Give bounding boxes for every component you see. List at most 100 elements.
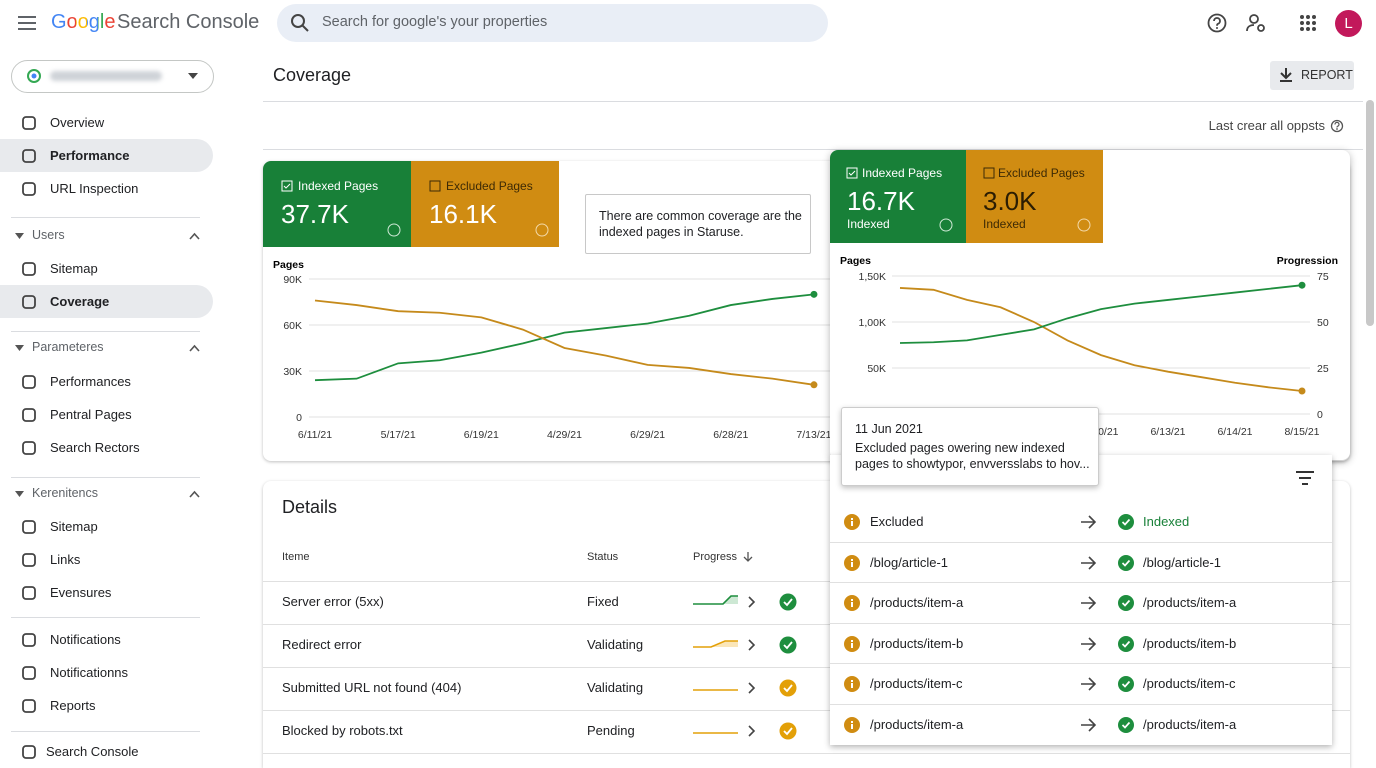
logo-product: Search Console (117, 11, 260, 33)
nav-item[interactable]: Pentral Pages (50, 407, 132, 422)
nav-icon (22, 375, 36, 389)
section-title[interactable]: Kerenitencs (32, 486, 99, 500)
info-icon (844, 514, 860, 530)
tooltip-date: 11 Jun 2021 (855, 422, 923, 436)
series-line (314, 293, 815, 382)
note-text: There are common coverage are the indexe… (599, 209, 802, 239)
nav-icon (22, 149, 36, 163)
list-from[interactable]: Excluded (870, 514, 924, 529)
row-item[interactable]: Blocked by robots.txt (282, 723, 403, 738)
nav-item[interactable]: Search Rectors (50, 440, 140, 455)
row-item[interactable]: Server error (5xx) (282, 594, 384, 609)
row-chevron[interactable] (748, 682, 756, 694)
list-to[interactable]: /products/item-c (1143, 676, 1236, 691)
row-item[interactable]: Redirect error (282, 637, 362, 652)
apps-icon[interactable] (1300, 15, 1318, 33)
search-icon (291, 14, 309, 32)
y-tick-label: 0 (1317, 409, 1323, 421)
avatar[interactable]: L (1335, 10, 1362, 37)
row-item[interactable]: Submitted URL not found (404) (282, 680, 462, 695)
section-caret (15, 345, 24, 351)
list-from[interactable]: /products/item-c (870, 676, 963, 691)
nav-item[interactable]: Notificationns (50, 665, 129, 680)
series-end-dot (810, 381, 818, 389)
list-from[interactable]: /blog/article-1 (870, 554, 949, 570)
row-chevron[interactable] (748, 596, 756, 608)
x-tick-label: 6/13/21 (1150, 426, 1185, 438)
list-to[interactable]: /products/item-b (1143, 635, 1237, 651)
list-to[interactable]: /products/item-a (1143, 595, 1237, 610)
property-selector[interactable] (11, 60, 214, 93)
section-title[interactable]: Parameteres (32, 340, 104, 354)
list-to[interactable]: /products/item-a (1143, 716, 1237, 732)
info-icon (844, 635, 860, 652)
column-header[interactable]: Progress (693, 551, 738, 563)
list-from[interactable]: /products/item-a (870, 595, 964, 610)
y-tick-label: 0 (296, 412, 302, 424)
row-sparkline (693, 732, 738, 734)
nav-icon (22, 553, 36, 567)
row-divider (263, 667, 1350, 668)
nav-item[interactable]: Performance (50, 148, 130, 163)
nav-icon (22, 745, 36, 759)
tile-value: 3.0K (983, 186, 1037, 216)
y-axis-label: Pages (273, 259, 304, 271)
nav-item[interactable]: Links (50, 552, 81, 567)
check-icon (1118, 635, 1134, 652)
help-icon[interactable] (1206, 12, 1228, 34)
help-small-icon (1330, 119, 1344, 133)
account-settings-icon[interactable] (1245, 12, 1267, 34)
nav-item[interactable]: Performances (50, 374, 131, 389)
indexed-tile[interactable] (830, 150, 966, 243)
info-icon (844, 716, 860, 733)
nav-item[interactable]: Evensures (50, 585, 112, 600)
tile-icons (281, 180, 549, 237)
scrollbar-thumb[interactable] (1366, 100, 1374, 326)
nav-item[interactable]: Coverage (50, 294, 110, 309)
last-updated: Last crear all oppsts (1208, 118, 1325, 133)
page-title: Coverage (273, 65, 352, 85)
property-blurred (50, 71, 162, 81)
excluded-tile[interactable] (966, 150, 1103, 243)
y-axis-label: Pages (840, 255, 871, 267)
list-from[interactable]: /products/item-a (870, 716, 964, 732)
section-title[interactable]: Users (32, 228, 65, 242)
series-line (899, 284, 1303, 344)
list-arrow (1081, 596, 1097, 610)
row-status: Fixed (587, 594, 619, 609)
list-to[interactable]: Indexed (1143, 514, 1190, 529)
tile-label: Indexed Pages (298, 179, 379, 193)
property-icon (27, 69, 41, 83)
nav-item[interactable]: Search Console (46, 744, 139, 759)
nav-item[interactable]: Sitemap (50, 519, 98, 534)
row-status: Validating (587, 680, 644, 695)
row-divider (263, 581, 1350, 582)
tile-icons (846, 167, 1091, 232)
nav-item[interactable]: Reports (50, 698, 96, 713)
nav-icon (22, 116, 36, 130)
sort-arrow[interactable] (743, 551, 753, 563)
row-sparkline (693, 640, 738, 648)
x-tick-label: 7/13/21 (796, 429, 830, 441)
y2-axis-label: Progression (1277, 255, 1338, 267)
list-to[interactable]: /blog/article-1 (1143, 554, 1222, 570)
nav-icon (22, 182, 36, 196)
menu-icon[interactable] (18, 14, 38, 32)
nav-item[interactable]: Notifications (50, 632, 121, 647)
nav-item[interactable]: Sitemap (50, 261, 98, 276)
row-chevron[interactable] (748, 639, 756, 651)
list-divider (830, 541, 1332, 543)
search-bar[interactable] (277, 4, 828, 42)
section-chevron (189, 232, 200, 240)
nav-icon (22, 441, 36, 455)
list-from[interactable]: /products/item-b (870, 635, 964, 651)
row-chevron[interactable] (748, 725, 756, 737)
indexed-tile[interactable] (263, 161, 411, 247)
nav-item[interactable]: Overview (50, 115, 105, 130)
nav-divider (11, 617, 200, 618)
excluded-tile[interactable] (411, 161, 559, 247)
nav-icon (22, 633, 36, 647)
row-divider (263, 624, 1350, 625)
nav-item[interactable]: URL Inspection (50, 181, 139, 196)
filter-icon[interactable] (1296, 471, 1314, 485)
